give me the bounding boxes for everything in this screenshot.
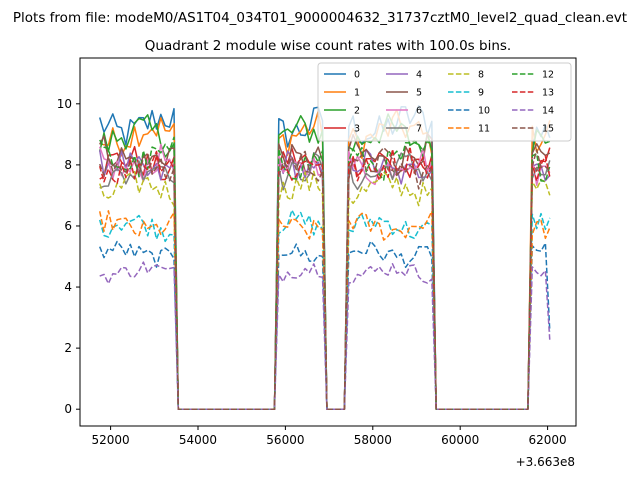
x-tick-label: 60000 <box>441 433 479 447</box>
y-tick-label: 2 <box>64 341 72 355</box>
x-tick-label: 54000 <box>179 433 217 447</box>
legend-label-1: 1 <box>354 88 360 99</box>
legend-label-3: 3 <box>354 124 360 135</box>
legend-label-9: 9 <box>478 88 484 99</box>
series-line-14 <box>99 261 551 410</box>
legend-label-11: 11 <box>478 124 490 135</box>
x-offset-label: +3.663e8 <box>516 455 575 469</box>
legend-label-4: 4 <box>416 70 422 81</box>
legend-label-5: 5 <box>416 88 422 99</box>
legend-label-2: 2 <box>354 106 360 117</box>
x-axis-ticks: 52000 54000 56000 58000 60000 62000 <box>91 426 567 447</box>
x-tick-label: 52000 <box>91 433 129 447</box>
legend-label-12: 12 <box>542 70 554 81</box>
y-axis-ticks: 0 2 4 6 8 10 <box>57 97 80 416</box>
series-line-15 <box>99 146 551 410</box>
legend-label-15: 15 <box>542 124 554 135</box>
y-tick-label: 6 <box>64 219 72 233</box>
axes-frame <box>79 57 577 427</box>
legend-frame <box>317 62 572 142</box>
x-tick-label: 56000 <box>266 433 304 447</box>
figure-suptitle: Plots from file: modeM0/AS1T04_034T01_90… <box>13 10 627 26</box>
chart-title: Quadrant 2 module wise count rates with … <box>145 38 511 54</box>
y-tick-label: 8 <box>64 158 72 172</box>
x-tick-label: 58000 <box>354 433 392 447</box>
legend-label-6: 6 <box>416 106 422 117</box>
x-tick-label: 62000 <box>529 433 567 447</box>
y-tick-label: 10 <box>57 97 72 111</box>
legend-label-13: 13 <box>542 88 554 99</box>
legend-label-10: 10 <box>478 106 490 117</box>
legend-label-8: 8 <box>478 70 484 81</box>
legend-label-7: 7 <box>416 124 422 135</box>
y-tick-label: 4 <box>64 280 72 294</box>
legend-label-14: 14 <box>542 106 554 117</box>
series-layer <box>98 105 551 410</box>
legend-label-0: 0 <box>354 70 360 81</box>
y-tick-label: 0 <box>64 402 72 416</box>
